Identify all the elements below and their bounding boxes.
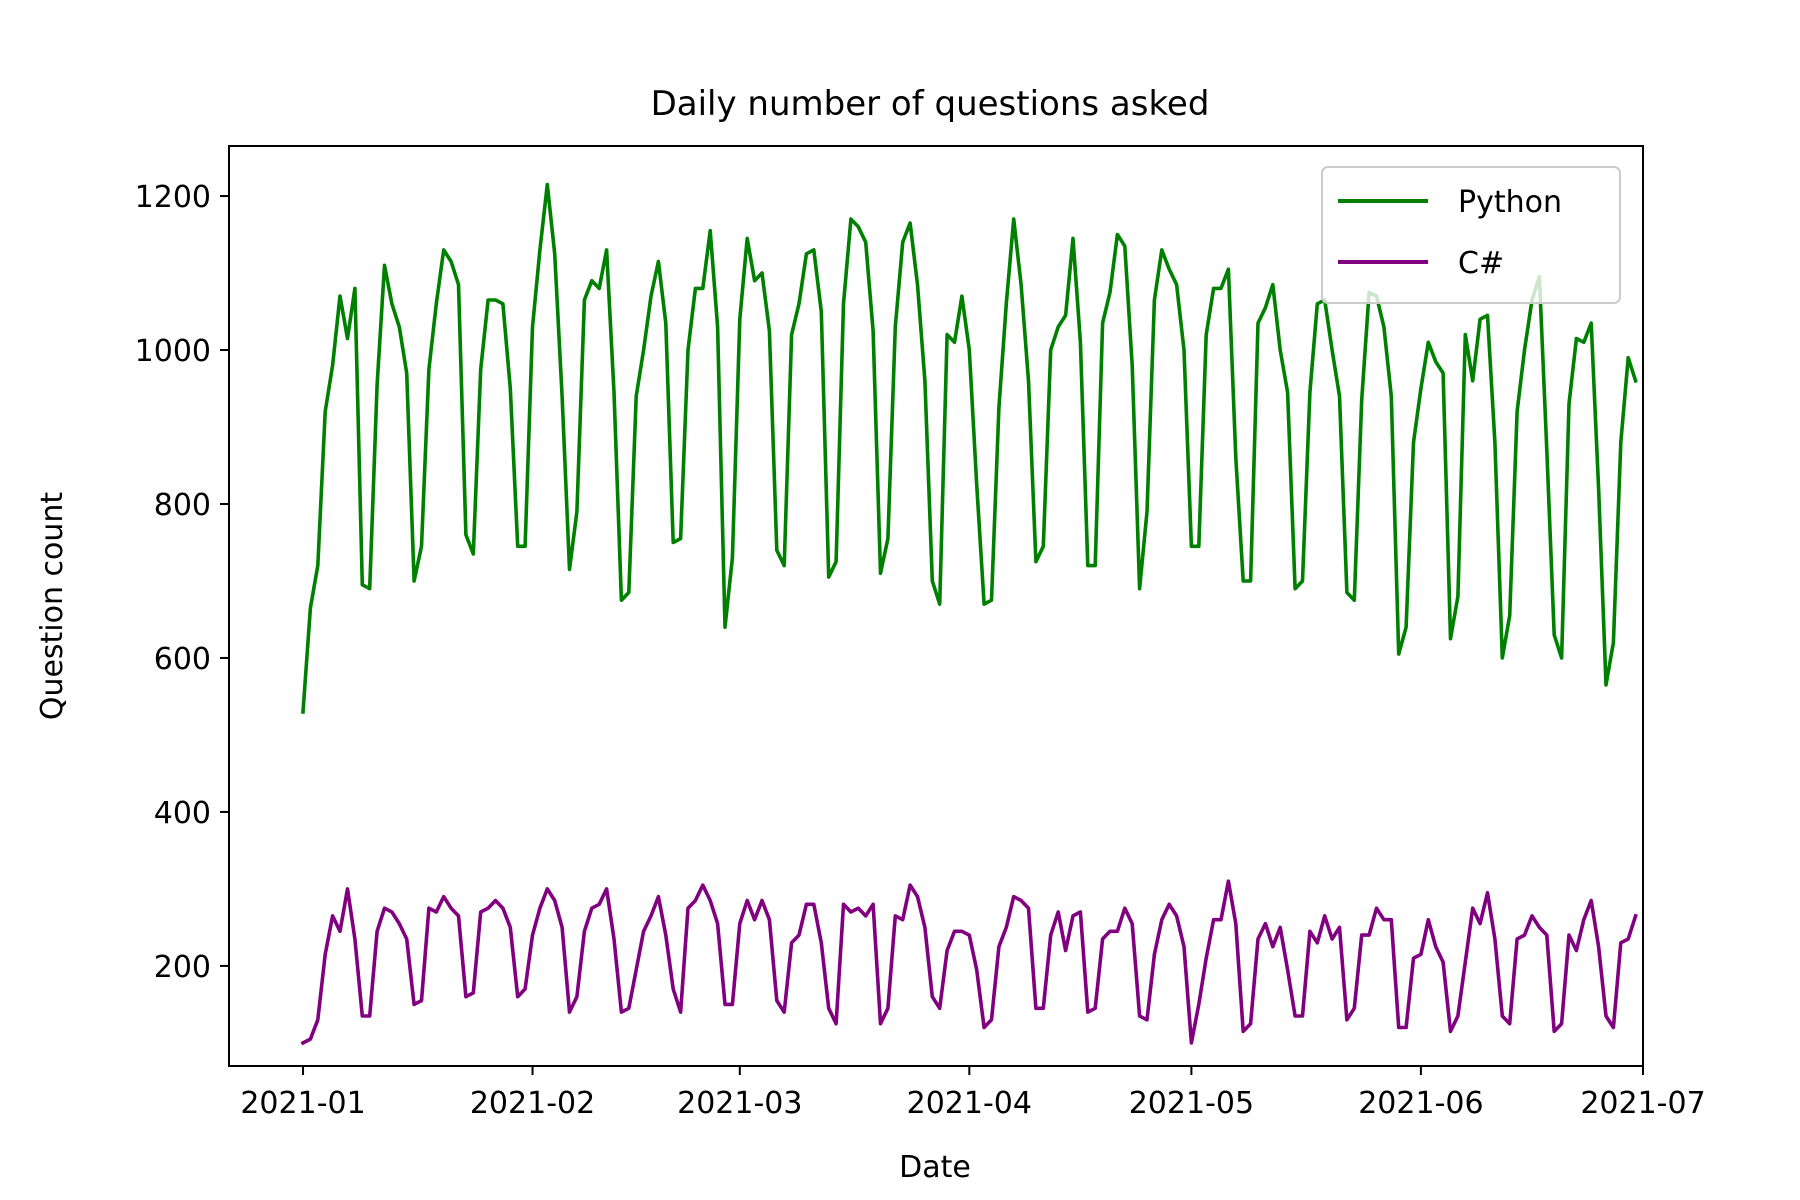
y-tick-label: 200 xyxy=(154,950,211,985)
y-axis-label: Question count xyxy=(35,492,70,721)
y-tick-label: 600 xyxy=(154,642,211,677)
series-layer xyxy=(300,182,1638,1046)
x-tick-label: 2021-01 xyxy=(240,1086,365,1121)
legend-label-csharp: C# xyxy=(1458,246,1504,281)
y-tick-label: 1200 xyxy=(135,180,211,215)
x-axis-label: Date xyxy=(899,1150,971,1185)
x-tick-label: 2021-02 xyxy=(470,1086,595,1121)
y-axis: 200 400 600 800 1000 1200 xyxy=(135,180,229,985)
series-line-csharp xyxy=(300,879,1638,1046)
x-tick-label: 2021-06 xyxy=(1358,1086,1483,1121)
y-tick-label: 400 xyxy=(154,796,211,831)
legend-label-python: Python xyxy=(1458,185,1562,220)
x-tick-label: 2021-03 xyxy=(677,1086,802,1121)
x-tick-label: 2021-07 xyxy=(1580,1086,1705,1121)
chart-title: Daily number of questions asked xyxy=(651,84,1210,124)
x-axis: 2021-01 2021-02 2021-03 2021-04 2021-05 2021-… xyxy=(240,1066,1706,1121)
legend: Python C# xyxy=(1321,166,1621,304)
x-tick-label: 2021-05 xyxy=(1129,1086,1254,1121)
plot-frame xyxy=(228,145,1644,1067)
series-line-python xyxy=(301,182,1638,714)
y-tick-label: 1000 xyxy=(135,334,211,369)
y-tick-label: 800 xyxy=(154,488,211,523)
x-tick-label: 2021-04 xyxy=(907,1086,1032,1121)
